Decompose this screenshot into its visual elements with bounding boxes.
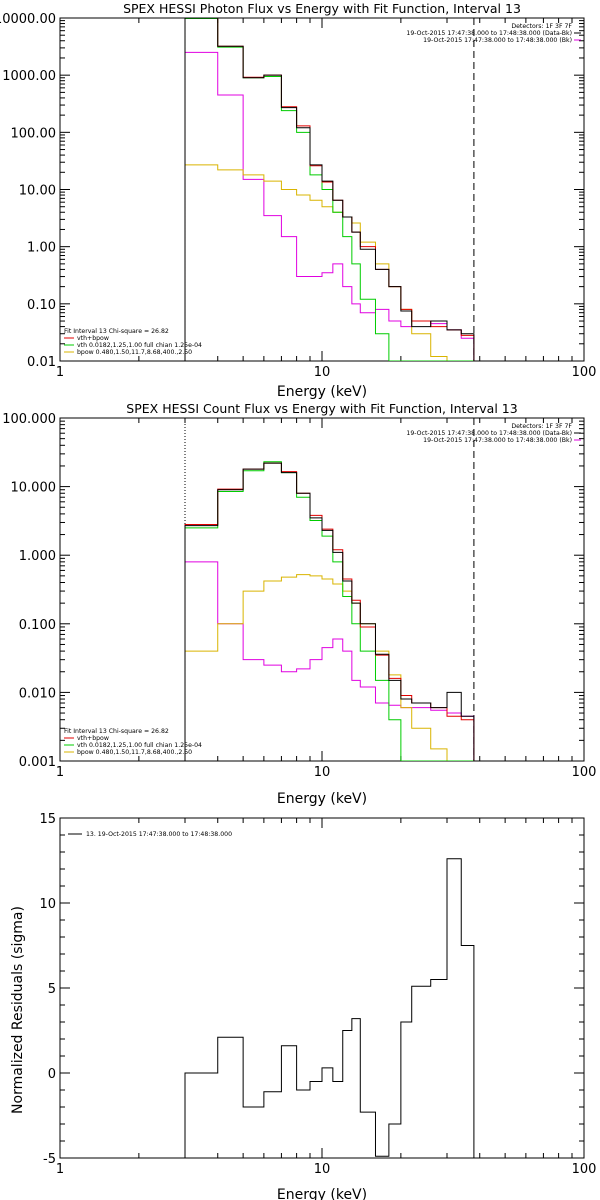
series-total-line — [184, 462, 475, 761]
plot-frame — [59, 817, 585, 1159]
y-tick-label: 100.00 — [11, 126, 57, 141]
y-tick-label: 0 — [48, 1067, 56, 1082]
x-tick-label: 100 — [572, 765, 597, 780]
legend-entry: 19-Oct-2015 17:47:38.000 to 17:48:38.000… — [406, 30, 572, 37]
series-vth_bpow-line — [184, 462, 475, 761]
legend-entry: vth+bpow — [77, 335, 109, 342]
count-flux-panel: SPEX HESSI Count Flux vs Energy with Fit… — [2, 401, 596, 807]
legend-entry: Fit Interval 13 Chi-square = 26.82 — [64, 728, 169, 735]
y-tick-label: 15 — [39, 812, 56, 827]
x-tick-label: 100 — [572, 365, 597, 380]
y-tick-label: 1.000 — [19, 549, 56, 564]
series-vth-line — [184, 18, 474, 361]
series-bpow-line — [184, 164, 474, 361]
legend-entry: vth+bpow — [77, 735, 109, 742]
plot-frame — [59, 417, 585, 762]
x-tick-label: 10 — [314, 765, 331, 780]
series-vth-line — [184, 461, 474, 761]
x-tick-label: 1 — [56, 1162, 64, 1177]
legend-entry: vth 0.0182,1.25,1.00 full chian 1.25e-04 — [77, 742, 202, 749]
series-bpow-line — [184, 574, 474, 761]
chart-title: SPEX HESSI Count Flux vs Energy with Fit… — [126, 401, 517, 416]
series-total-line — [184, 858, 475, 1158]
y-tick-label: 5 — [48, 982, 56, 997]
legend-entry: vth 0.0182,1.25,1.00 full chian 1.25e-04 — [77, 342, 202, 349]
y-tick-label: -5 — [43, 1152, 56, 1167]
y-tick-label: 1000.00 — [2, 69, 56, 84]
y-tick-label: 0.01 — [27, 355, 56, 370]
photon-flux-panel: SPEX HESSI Photon Flux vs Energy with Fi… — [0, 1, 596, 400]
x-axis-label: Energy (keV) — [277, 791, 367, 807]
y-tick-label: 10.00 — [19, 184, 56, 199]
x-axis-label: Energy (keV) — [277, 1187, 367, 1200]
x-tick-label: 100 — [572, 1162, 597, 1177]
x-tick-label: 1 — [56, 365, 64, 380]
y-tick-label: 10 — [39, 897, 56, 912]
legend-entry: 13. 19-Oct-2015 17:47:38.000 to 17:48:38… — [86, 831, 232, 838]
chart-title: SPEX HESSI Photon Flux vs Energy with Fi… — [123, 1, 521, 16]
legend-entry: Detectors: 1F 3F 7F — [511, 23, 572, 30]
y-tick-label: 0.100 — [19, 618, 56, 633]
y-tick-label: 0.10 — [27, 298, 56, 313]
y-tick-label: 100.000 — [2, 412, 56, 427]
series-total-line — [184, 18, 475, 361]
x-axis-label: Energy (keV) — [277, 384, 367, 400]
y-tick-label: 10000.00 — [0, 12, 56, 27]
legend-entry: 19-Oct-2015 17:47:38.000 to 17:48:38.000… — [406, 430, 572, 437]
legend-entry: 19-Oct-2015 17:47:38.000 to 17:48:38.000… — [423, 437, 572, 444]
legend-entry: Fit Interval 13 Chi-square = 26.82 — [64, 328, 169, 335]
y-tick-label: 10.000 — [11, 481, 57, 496]
legend-entry: 19-Oct-2015 17:47:38.000 to 17:48:38.000… — [423, 37, 572, 44]
residuals-panel: Energy (keV) Normalized Residuals (sigma… — [10, 812, 596, 1200]
y-axis-label: Normalized Residuals (sigma) — [10, 906, 26, 1114]
y-tick-label: 1.00 — [27, 241, 56, 256]
series-background-line — [184, 561, 475, 761]
x-tick-label: 10 — [314, 1162, 331, 1177]
y-tick-label: 0.010 — [19, 686, 56, 701]
legend-entry: bpow 0.480,1.50,11.7,8.68,400.,2.50 — [77, 749, 192, 756]
legend-entry: bpow 0.480,1.50,11.7,8.68,400.,2.50 — [77, 349, 192, 356]
x-tick-label: 10 — [314, 365, 331, 380]
legend-entry: Detectors: 1F 3F 7F — [511, 423, 572, 430]
y-tick-label: 0.001 — [19, 755, 56, 770]
x-tick-label: 1 — [56, 765, 64, 780]
